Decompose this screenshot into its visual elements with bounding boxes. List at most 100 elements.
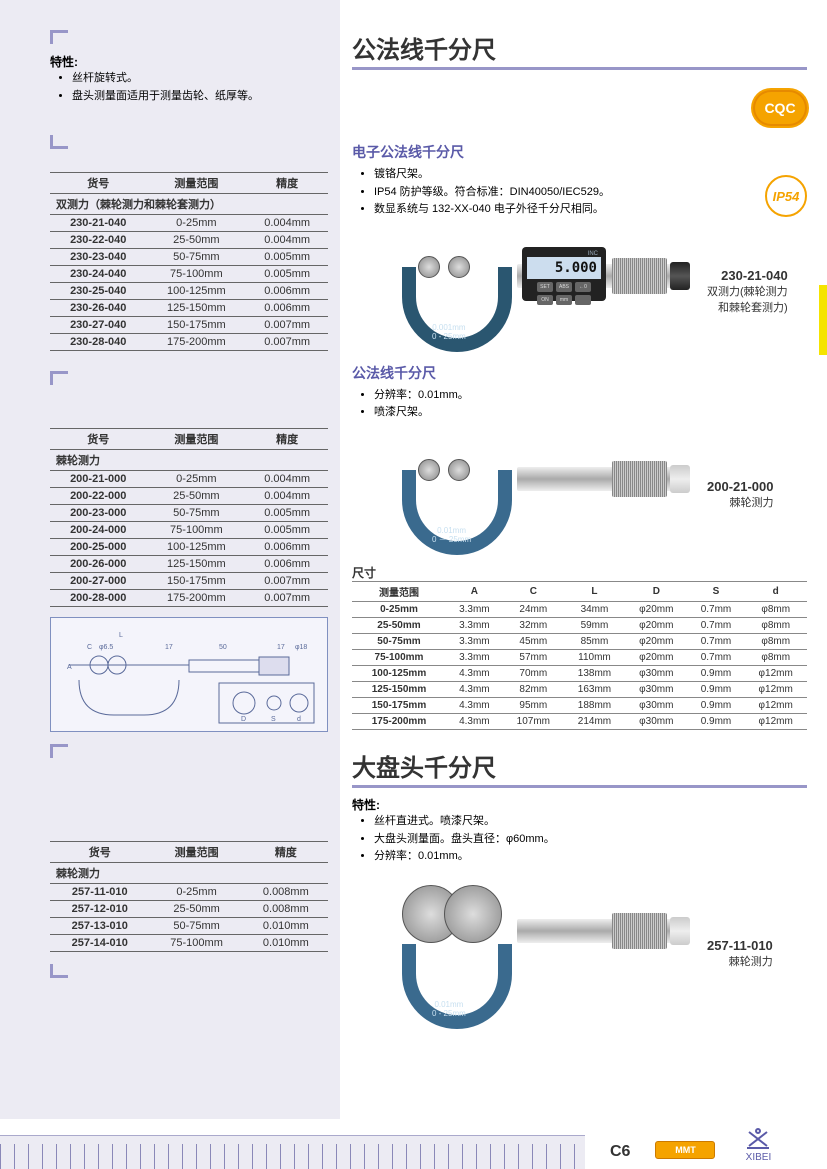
table-cell: φ20mm (625, 649, 688, 665)
table-row: 257-14-01075-100mm0.010mm (50, 935, 328, 952)
table-subheader: 双测力（棘轮测力和棘轮套测力） (50, 194, 328, 215)
table-cell: φ30mm (625, 713, 688, 729)
col-header: 精度 (244, 842, 328, 863)
table-cell: 82mm (503, 681, 564, 697)
table-cell: 0.008mm (244, 884, 328, 901)
table-cell: 230-26-040 (50, 300, 146, 317)
table-cell: φ20mm (625, 633, 688, 649)
table-cell: 0.004mm (246, 232, 328, 249)
table-cell: 70mm (503, 665, 564, 681)
table-cell: 175-200mm (146, 334, 246, 351)
table-cell: 214mm (564, 713, 625, 729)
svg-text:17: 17 (277, 644, 285, 651)
table-cell: 0.007mm (246, 590, 328, 607)
table-cell: 0-25mm (352, 601, 446, 617)
table-cell: 230-21-040 (50, 215, 146, 232)
left-column: 特性: 丝杆旋转式。 盘头测量面适用于测量齿轮、纸厚等。 货号 测量范围 精度 … (0, 0, 340, 1120)
table-row: 200-25-000100-125mm0.006mm (50, 539, 328, 556)
brand-logo: XIBEI (745, 1128, 771, 1163)
col-header: d (744, 581, 807, 601)
corner-mark-icon (50, 964, 68, 978)
page-footer: C6 MMT XIBEI (0, 1119, 827, 1169)
bullets-1: 镀铬尺架。 IP54 防护等级。符合标准：DIN40050/IEC529。 数显… (374, 166, 807, 219)
table-cell: 200-22-000 (50, 488, 146, 505)
section-tab (819, 285, 827, 355)
subtitle: 公法线千分尺 (352, 363, 807, 383)
corner-mark-icon (50, 371, 68, 385)
table-cell: 150-175mm (146, 317, 246, 334)
table-cell: 257-13-010 (50, 918, 150, 935)
table-cell: 25-50mm (150, 901, 244, 918)
table-cell: 230-23-040 (50, 249, 146, 266)
table-cell: 75-100mm (150, 935, 244, 952)
table-cell: 4.3mm (446, 713, 503, 729)
table-cell: φ20mm (625, 601, 688, 617)
table-cell: 188mm (564, 697, 625, 713)
bullet-item: 数显系统与 132-XX-040 电子外径千分尺相同。 (374, 201, 807, 219)
table-cell: φ12mm (744, 713, 807, 729)
dims-label: 尺寸 (352, 564, 807, 581)
page-title-2: 大盘头千分尺 (352, 748, 807, 788)
bullet-item: 喷漆尺架。 (374, 404, 807, 422)
table-cell: 95mm (503, 697, 564, 713)
table-cell: 0.9mm (688, 713, 745, 729)
col-header: 货号 (50, 842, 150, 863)
col-header: 测量范围 (352, 581, 446, 601)
corner-mark-icon (50, 135, 68, 149)
table-cell: 0-25mm (146, 471, 246, 488)
digital-display: INC 5.000 SETABS←0 ONmm (522, 247, 606, 301)
dim-body: 0-25mm3.3mm24mm34mmφ20mm0.7mmφ8mm25-50mm… (352, 601, 807, 729)
table-cell: 0.007mm (246, 573, 328, 590)
col-header: C (503, 581, 564, 601)
table-cell: 0.7mm (688, 649, 745, 665)
table-cell: 59mm (564, 617, 625, 633)
table-row: 257-12-01025-50mm0.008mm (50, 901, 328, 918)
product-figure-1: INC 5.000 SETABS←0 ONmm 0.001mm 0 - 25mm… (372, 227, 807, 357)
table-cell: 24mm (503, 601, 564, 617)
table-cell: 0.7mm (688, 601, 745, 617)
table-cell: 200-24-000 (50, 522, 146, 539)
table-cell: 0.9mm (688, 665, 745, 681)
figure-caption: 257-11-010 棘轮测力 (707, 938, 773, 969)
table-cell: 57mm (503, 649, 564, 665)
table-cell: 25-50mm (146, 488, 246, 505)
table-cell: 100-125mm (146, 539, 246, 556)
table-cell: 0.005mm (246, 505, 328, 522)
figure-caption: 200-21-000 棘轮测力 (707, 479, 774, 510)
col-header: D (625, 581, 688, 601)
cqc-badge: CQC (753, 90, 807, 126)
table-row: 200-21-0000-25mm0.004mm (50, 471, 328, 488)
col-header: A (446, 581, 503, 601)
table-cell: 0.010mm (244, 935, 328, 952)
features-label: 特性: (50, 53, 328, 70)
col-header: 精度 (246, 429, 328, 450)
lcd-readout: 5.000 (527, 257, 601, 279)
corner-mark-icon (50, 30, 68, 44)
table-row: 200-28-000175-200mm0.007mm (50, 590, 328, 607)
table-cell: 0.006mm (246, 283, 328, 300)
table-row: 200-24-00075-100mm0.005mm (50, 522, 328, 539)
table-cell: 257-11-010 (50, 884, 150, 901)
feature-item: 丝杆旋转式。 (72, 70, 328, 88)
table-cell: 125-150mm (146, 300, 246, 317)
table-row: 230-27-040150-175mm0.007mm (50, 317, 328, 334)
table-cell: 200-26-000 (50, 556, 146, 573)
table-cell: 0-25mm (146, 215, 246, 232)
table-cell: 75-100mm (352, 649, 446, 665)
product-figure-2: 0.01mm 0 － 25mm 200-21-000 棘轮测力 (372, 430, 807, 560)
table-cell: 50-75mm (150, 918, 244, 935)
table-row: 257-13-01050-75mm0.010mm (50, 918, 328, 935)
ruler-graphic (0, 1135, 585, 1169)
table-row: 75-100mm3.3mm57mm110mmφ20mm0.7mmφ8mm (352, 649, 807, 665)
table-row: 100-125mm4.3mm70mm138mmφ30mm0.9mmφ12mm (352, 665, 807, 681)
bullets-3: 丝杆直进式。喷漆尺架。 大盘头测量面。盘头直径：φ60mm。 分辨率：0.01m… (374, 813, 807, 866)
table2-body: 棘轮测力 200-21-0000-25mm0.004mm200-22-00025… (50, 450, 328, 607)
table-cell: 50-75mm (352, 633, 446, 649)
table-cell: 110mm (564, 649, 625, 665)
table-row: 200-27-000150-175mm0.007mm (50, 573, 328, 590)
table-cell: φ8mm (744, 617, 807, 633)
table-cell: 4.3mm (446, 681, 503, 697)
table-cell: 45mm (503, 633, 564, 649)
svg-text:φ18: φ18 (295, 644, 307, 651)
table1-body: 双测力（棘轮测力和棘轮套测力） 230-21-0400-25mm0.004mm 2… (50, 194, 328, 351)
